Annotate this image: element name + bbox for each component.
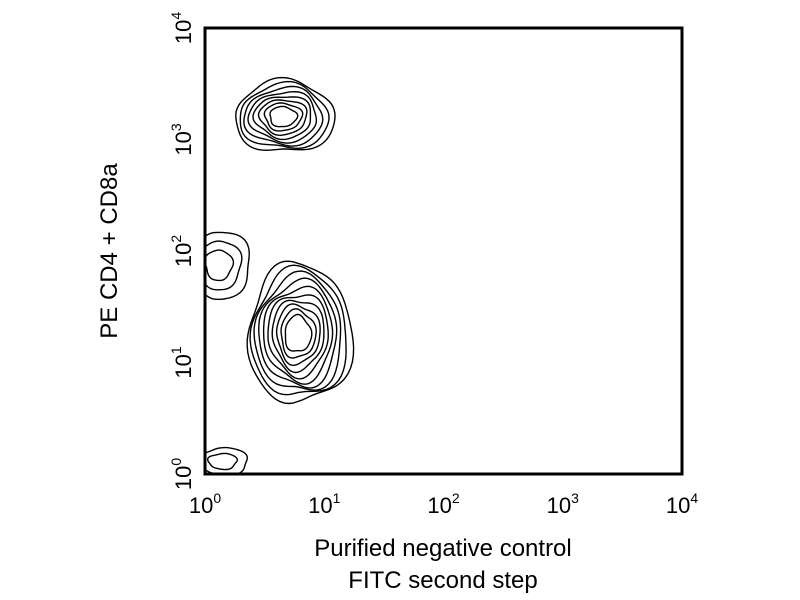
y-axis-ticks: 100 101 102 103 104 — [168, 12, 196, 490]
contour-line — [267, 294, 329, 380]
contour-line — [246, 260, 355, 405]
x-tick-label: 103 — [547, 490, 579, 518]
contour-line — [243, 85, 324, 147]
contour-line — [205, 231, 250, 300]
y-tick-label: 101 — [168, 346, 196, 378]
x-tick-label: 100 — [189, 490, 221, 518]
contour-line — [263, 102, 304, 132]
contour-line — [275, 303, 321, 367]
x-tick-label: 104 — [666, 490, 698, 518]
contour-line — [235, 76, 336, 152]
x-axis-ticks: 100 101 102 103 104 — [189, 490, 698, 518]
x-tick-label: 101 — [308, 490, 340, 518]
contour-line — [262, 285, 334, 385]
contour-line — [249, 264, 347, 396]
contour-line — [205, 240, 243, 291]
contour-line — [205, 446, 249, 474]
contour-line — [239, 80, 330, 150]
contour-line — [269, 105, 299, 128]
y-tick-label: 100 — [168, 458, 196, 490]
y-axis-label: PE CD4 + CD8a — [96, 163, 123, 339]
x-tick-label: 102 — [427, 490, 459, 518]
contour-line — [284, 313, 313, 352]
contour-line — [207, 452, 239, 471]
contour-line — [247, 90, 318, 144]
x-axis-label-line-1: Purified negative control — [314, 535, 571, 562]
contour-line — [257, 99, 308, 137]
contour-line — [271, 299, 325, 374]
y-tick-label: 102 — [168, 235, 196, 267]
contour-line — [258, 277, 338, 389]
x-axis-label-line-2: FITC second step — [348, 567, 537, 594]
contour-line — [205, 249, 235, 282]
plot-frame — [203, 26, 684, 476]
contour-lines — [205, 76, 355, 474]
y-tick-label: 104 — [168, 12, 196, 44]
contour-line — [280, 308, 317, 359]
y-tick-label: 103 — [168, 123, 196, 155]
contour-line — [252, 96, 312, 141]
contour-line — [253, 270, 342, 391]
